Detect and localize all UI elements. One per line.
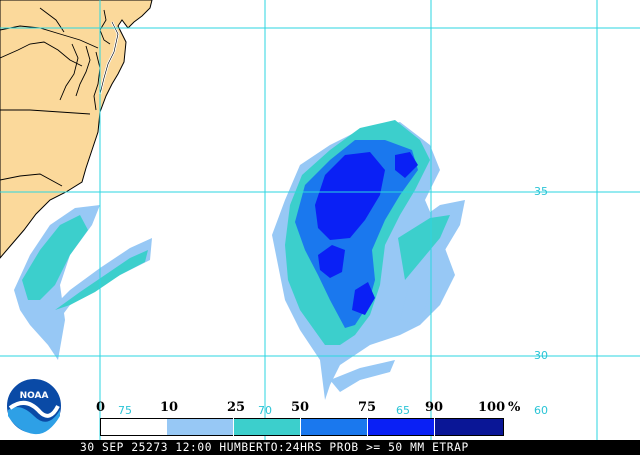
legend-swatch-50-75	[301, 418, 367, 436]
lat-label-35: 35	[534, 185, 548, 198]
legend-label-100: 100	[478, 400, 506, 415]
caption-text: 30 SEP 25273 12:00 HUMBERTO:24HRS PROB >…	[80, 441, 469, 454]
legend-label-75: 75	[358, 400, 377, 415]
legend-unit-percent: %	[508, 400, 521, 415]
probability-map: 35 30 75 70 65 60	[0, 0, 640, 440]
prob-25-50-west	[22, 215, 88, 300]
legend-label-0: 0	[96, 400, 106, 415]
legend-swatch-10-25	[167, 418, 233, 436]
prob-25-50-streak	[55, 250, 148, 310]
prob-75-90-tip	[395, 152, 418, 178]
legend-label-90: 90	[425, 400, 444, 415]
lon-label-60: 60	[534, 404, 548, 417]
prob-25-50-east	[398, 215, 450, 280]
legend-label-10: 10	[160, 400, 179, 415]
probability-legend: 0 10 25 50 75 90 100 %	[0, 398, 640, 440]
prob-75-90-lower	[318, 245, 345, 278]
lon-label-65: 65	[396, 404, 410, 417]
lat-lon-grid	[0, 0, 640, 440]
legend-swatch-75-90	[368, 418, 434, 436]
lat-label-30: 30	[534, 349, 548, 362]
legend-label-25: 25	[227, 400, 246, 415]
legend-swatch-25-50	[234, 418, 300, 436]
prob-10-25-west-band	[14, 205, 100, 360]
prob-75-90-core	[315, 152, 385, 240]
caption-bar: 30 SEP 25273 12:00 HUMBERTO:24HRS PROB >…	[0, 440, 640, 455]
noaa-logo-icon: NOAA	[4, 376, 64, 436]
legend-swatch-90-100	[435, 418, 504, 436]
legend-label-50: 50	[291, 400, 310, 415]
prob-75-90-south	[352, 282, 375, 315]
lon-label-75: 75	[118, 404, 132, 417]
legend-swatch-0-10	[100, 418, 167, 436]
noaa-logo-text: NOAA	[20, 391, 49, 401]
us-east-coast-land	[0, 0, 153, 259]
lon-label-70: 70	[258, 404, 272, 417]
prob-10-25-south-streak	[330, 360, 395, 392]
